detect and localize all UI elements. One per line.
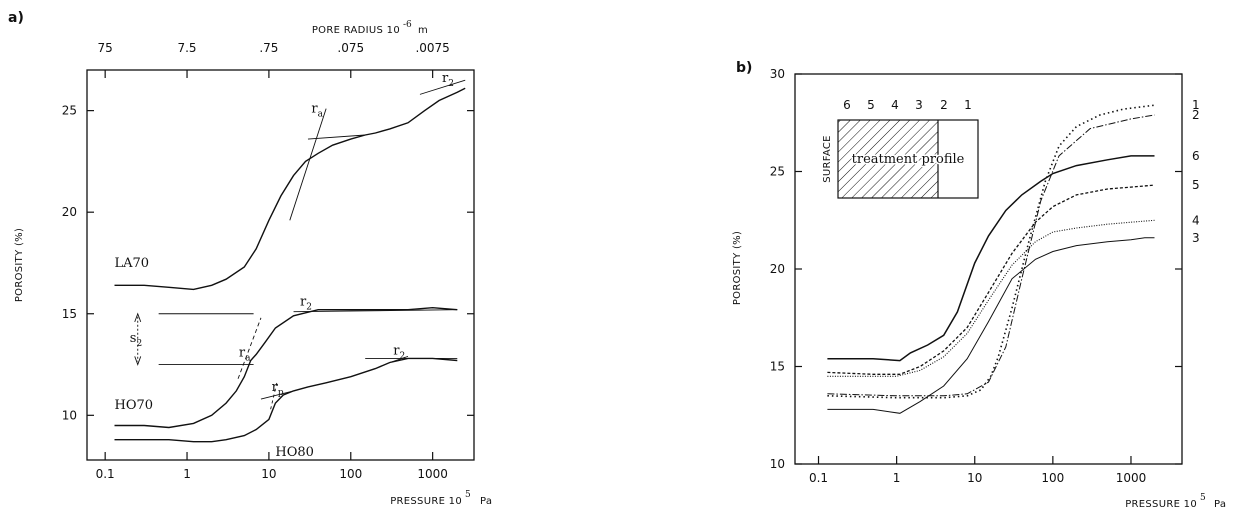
x-tick-label: 1 — [183, 467, 191, 481]
inset-position-label: 6 — [843, 98, 851, 112]
top-tick-label: 75 — [98, 41, 113, 55]
series-label-6: 6 — [1192, 149, 1200, 163]
panel-b-x-axis-label: PRESSURE 10 — [1125, 499, 1197, 510]
treated-zone — [838, 120, 938, 198]
plateau-line — [293, 309, 458, 313]
top-tick-label: 7.5 — [177, 41, 196, 55]
panel-a-top-axis-exponent: -6 — [403, 20, 412, 30]
x-tick-label: 1 — [893, 471, 901, 485]
s2-arrowhead-up — [134, 312, 142, 323]
y-tick-label: 30 — [770, 67, 785, 81]
panel-a-label: a) — [8, 10, 24, 26]
annotation-s2: s2 — [130, 331, 142, 349]
panel-a-top-axis-unit: m — [418, 25, 428, 36]
profile-box — [837, 119, 979, 199]
panel-a-x-axis-label: PRESSURE 10 — [390, 496, 462, 507]
series-line-la70 — [114, 87, 466, 291]
x-tick-label: 1000 — [417, 467, 448, 481]
panel-a-guides — [134, 79, 466, 410]
panel-a-x-axis-exponent: 5 — [465, 490, 471, 500]
panel-a: a) 10 15 20 25 0.1 1 10 100 1000 75 7.5 .75 .075 .0… — [8, 10, 492, 507]
x-tick-label: 100 — [1041, 471, 1064, 485]
series-line-ho70 — [114, 306, 458, 429]
series-label-la70: LA70 — [114, 256, 149, 271]
y-tick-label: 25 — [770, 165, 785, 179]
top-tick-label: .75 — [259, 41, 278, 55]
panel-b-y-axis-label: POROSITY (%) — [732, 231, 743, 305]
x-tick-label: 10 — [261, 467, 276, 481]
y-tick-label: 15 — [62, 307, 77, 321]
series-line-ho80 — [114, 357, 458, 443]
annotation-ra: ra — [239, 345, 251, 363]
y-tick-label: 25 — [62, 104, 77, 118]
inset-surface-label: SURFACE — [822, 135, 833, 183]
y-tick-label: 10 — [62, 408, 77, 422]
tangent-line — [260, 390, 294, 400]
panel-a-x-axis-unit: Pa — [480, 496, 492, 507]
panel-a-series: LA70 HO70 HO80 — [114, 87, 466, 460]
s2-arrowhead-down — [134, 356, 142, 366]
annotation-r2: r2 — [442, 71, 454, 89]
inset-position-label: 3 — [915, 98, 923, 112]
series-label-5: 5 — [1192, 178, 1200, 192]
inset-position-label: 1 — [964, 98, 972, 112]
plateau-line — [307, 134, 366, 140]
x-tick-label: 0.1 — [96, 467, 115, 481]
panel-a-y-ticks: 10 15 20 25 — [62, 104, 474, 422]
panel-a-top-ticks: 75 7.5 .75 .075 .0075 — [98, 41, 450, 78]
top-tick-label: .075 — [337, 41, 364, 55]
treatment-profile-inset: 6 5 4 3 2 1 treatment profile SURFACE — [822, 98, 979, 199]
series-label-3: 3 — [1192, 231, 1200, 245]
series-line-2 — [827, 114, 1155, 397]
y-tick-label: 20 — [770, 262, 785, 276]
series-line-5 — [827, 184, 1155, 375]
series-line-6 — [827, 155, 1155, 362]
series-label-1: 1 — [1192, 98, 1200, 112]
series-label-ho70: HO70 — [114, 398, 153, 413]
inset-position-label: 4 — [891, 98, 899, 112]
x-tick-label: 100 — [339, 467, 362, 481]
panel-a-x-ticks: 0.1 1 10 100 1000 — [96, 452, 448, 481]
plateau-line — [419, 79, 466, 95]
series-line-4 — [827, 219, 1155, 377]
series-line-1 — [827, 104, 1155, 399]
x-tick-label: 0.1 — [809, 471, 828, 485]
panel-b-x-axis-unit: Pa — [1214, 499, 1226, 510]
annotation-ra: ra — [311, 102, 323, 120]
panel-b-x-axis-exponent: 5 — [1200, 493, 1206, 503]
tangent-line — [289, 108, 327, 221]
series-line-3 — [827, 237, 1155, 414]
series-label-ho80: HO80 — [275, 445, 314, 460]
annotation-r2: r2 — [300, 295, 312, 313]
x-tick-label: 1000 — [1116, 471, 1147, 485]
annotation-r2: r2 — [393, 343, 405, 361]
panel-a-top-axis-label: PORE RADIUS 10 — [312, 25, 400, 36]
inset-box-text: treatment profile — [852, 152, 965, 167]
panel-b-label: b) — [736, 60, 752, 76]
y-tick-label: 15 — [770, 360, 785, 374]
panel-a-frame — [86, 69, 475, 461]
inset-position-label: 2 — [940, 98, 948, 112]
series-label-2: 2 — [1192, 108, 1200, 122]
x-tick-label: 10 — [967, 471, 982, 485]
inset-position-label: 5 — [867, 98, 875, 112]
panel-b-x-ticks: 0.1 1 10 100 1000 — [809, 456, 1146, 485]
panel-a-y-axis-label: POROSITY (%) — [14, 228, 25, 302]
y-tick-label: 20 — [62, 205, 77, 219]
top-tick-label: .0075 — [415, 41, 449, 55]
y-tick-label: 10 — [770, 457, 785, 471]
tangent-line — [237, 317, 262, 379]
series-label-4: 4 — [1192, 213, 1200, 227]
